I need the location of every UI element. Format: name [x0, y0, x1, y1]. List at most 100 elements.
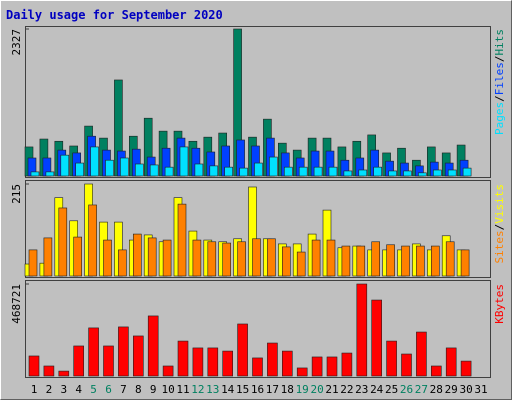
bar: [373, 166, 383, 177]
bar: [416, 331, 427, 377]
x-tick-label: 19: [296, 383, 309, 396]
x-tick-label: 11: [176, 383, 189, 396]
bar: [58, 207, 68, 277]
bar: [401, 245, 410, 277]
bar: [388, 170, 397, 177]
bar: [343, 170, 353, 177]
bar: [341, 352, 353, 377]
bar: [88, 204, 97, 277]
chart-title: Daily usage for September 2020: [6, 8, 223, 22]
bar: [328, 166, 338, 177]
x-tick-label: 5: [90, 383, 97, 396]
x-tick-label: 9: [150, 383, 157, 396]
bar: [118, 249, 127, 277]
x-tick-label: 24: [370, 383, 384, 396]
bar: [103, 239, 112, 277]
bar: [283, 166, 293, 177]
legend-separator: /: [493, 95, 506, 102]
bar: [267, 238, 276, 277]
bar: [237, 241, 246, 277]
x-tick-label: 16: [251, 383, 264, 396]
bar: [45, 171, 55, 177]
x-tick-label: 29: [445, 383, 458, 396]
legend: Sites/Visits: [493, 184, 506, 264]
bar: [162, 365, 174, 377]
bar: [149, 164, 159, 177]
bar: [462, 167, 472, 177]
bar: [460, 360, 472, 377]
bar: [133, 233, 142, 277]
x-tick-label: 12: [191, 383, 204, 396]
bar: [207, 241, 217, 277]
bar: [341, 245, 351, 277]
bar: [447, 169, 457, 177]
bar: [445, 347, 457, 377]
legend-separator: /: [493, 56, 506, 63]
x-tick-label: 22: [340, 383, 353, 396]
bar: [88, 327, 99, 377]
legend-entry: KBytes: [493, 284, 506, 324]
y-tick-label: 2327: [10, 29, 23, 56]
bar: [135, 163, 144, 177]
x-tick-label: 3: [60, 383, 67, 396]
bar: [269, 156, 278, 177]
legend-entry: Files: [493, 62, 506, 95]
x-tick-label: 14: [221, 383, 235, 396]
bar: [120, 157, 129, 177]
bar: [28, 249, 38, 277]
bar: [430, 245, 440, 277]
bar: [267, 342, 278, 377]
x-tick-label: 4: [75, 383, 82, 396]
bar: [430, 365, 442, 377]
bar: [30, 171, 40, 177]
bar: [432, 169, 442, 177]
bar: [296, 367, 308, 377]
legend-entry: Hits: [493, 29, 506, 56]
bar: [192, 239, 202, 277]
x-tick-label: 18: [281, 383, 294, 396]
bar: [209, 165, 219, 177]
bar: [222, 350, 233, 377]
bar: [445, 241, 455, 277]
bar: [401, 353, 412, 377]
bar: [43, 365, 55, 377]
x-tick-label: 13: [206, 383, 219, 396]
x-tick-label: 10: [161, 383, 174, 396]
bar: [311, 356, 323, 377]
x-tick-label: 27: [415, 383, 428, 396]
legend-entry: Pages: [493, 102, 506, 135]
bar: [43, 237, 53, 277]
legend-separator: /: [493, 224, 506, 231]
legend-entry: Sites: [493, 230, 506, 263]
bar: [28, 355, 40, 377]
x-tick-label: 2: [46, 383, 53, 396]
bar: [311, 239, 321, 277]
bar: [58, 370, 70, 377]
y-tick-label: 215: [10, 184, 23, 204]
bar: [252, 238, 261, 277]
bar: [73, 236, 82, 277]
bar: [147, 237, 157, 277]
bar: [105, 159, 114, 177]
bar: [103, 345, 114, 377]
bar: [371, 241, 381, 277]
bar: [60, 154, 70, 177]
bar: [358, 169, 368, 177]
bar: [356, 245, 366, 277]
bar: [192, 347, 204, 377]
bar: [179, 146, 189, 177]
x-tick-label: 26: [400, 383, 413, 396]
x-tick-label: 15: [236, 383, 249, 396]
bar: [118, 326, 129, 377]
bar: [207, 347, 219, 377]
bar: [177, 340, 189, 377]
bar: [254, 162, 263, 177]
bar: [162, 239, 172, 277]
bar: [460, 249, 470, 277]
bar: [386, 340, 397, 377]
bar: [371, 299, 383, 377]
bar: [386, 244, 395, 277]
bar: [177, 203, 187, 277]
